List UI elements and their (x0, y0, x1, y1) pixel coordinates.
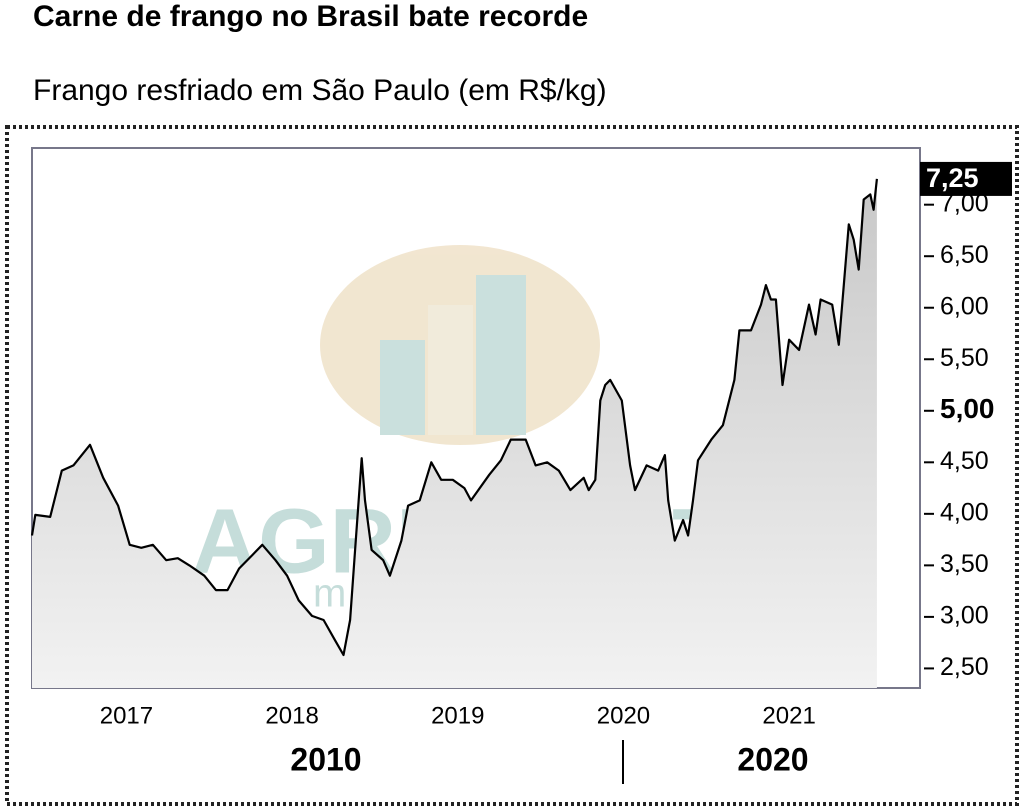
x-tick-label: 2017 (100, 702, 153, 729)
y-tick-label: 4,50 (940, 447, 989, 475)
line (30, 178, 878, 657)
y-tick-label: 2,50 (940, 653, 989, 681)
chart-subtitle: Frango resfriado em São Paulo (em R$/kg) (33, 74, 607, 107)
x-tick-label: 2018 (265, 702, 318, 729)
y-tick-label: 3,00 (940, 602, 989, 630)
outer-border (5, 125, 1019, 806)
y-tick-label: 3,50 (940, 550, 989, 578)
x-tick-label: 2019 (431, 702, 484, 729)
period-label: 2020 (737, 741, 808, 777)
value-label-box (920, 161, 1012, 196)
x-tick-label: 2021 (762, 702, 815, 729)
y-tick-label: 5,50 (940, 344, 989, 372)
watermark-logo (380, 340, 425, 435)
y-tick-label: 6,50 (940, 241, 989, 269)
chart-title: Carne de frango no Brasil bate recorde (33, 0, 588, 33)
y-tick-label: 6,00 (940, 292, 989, 320)
watermark-logo (428, 305, 473, 435)
y-tick-label: 5,00 (940, 393, 995, 424)
value-label: 7,25 (926, 163, 979, 193)
watermark-logo (320, 245, 600, 445)
watermark-logo (476, 275, 526, 435)
y-tick-label: 4,00 (940, 498, 989, 526)
period-label: 2010 (290, 741, 361, 777)
area-fill (32, 178, 877, 688)
x-tick-label: 2020 (597, 702, 650, 729)
